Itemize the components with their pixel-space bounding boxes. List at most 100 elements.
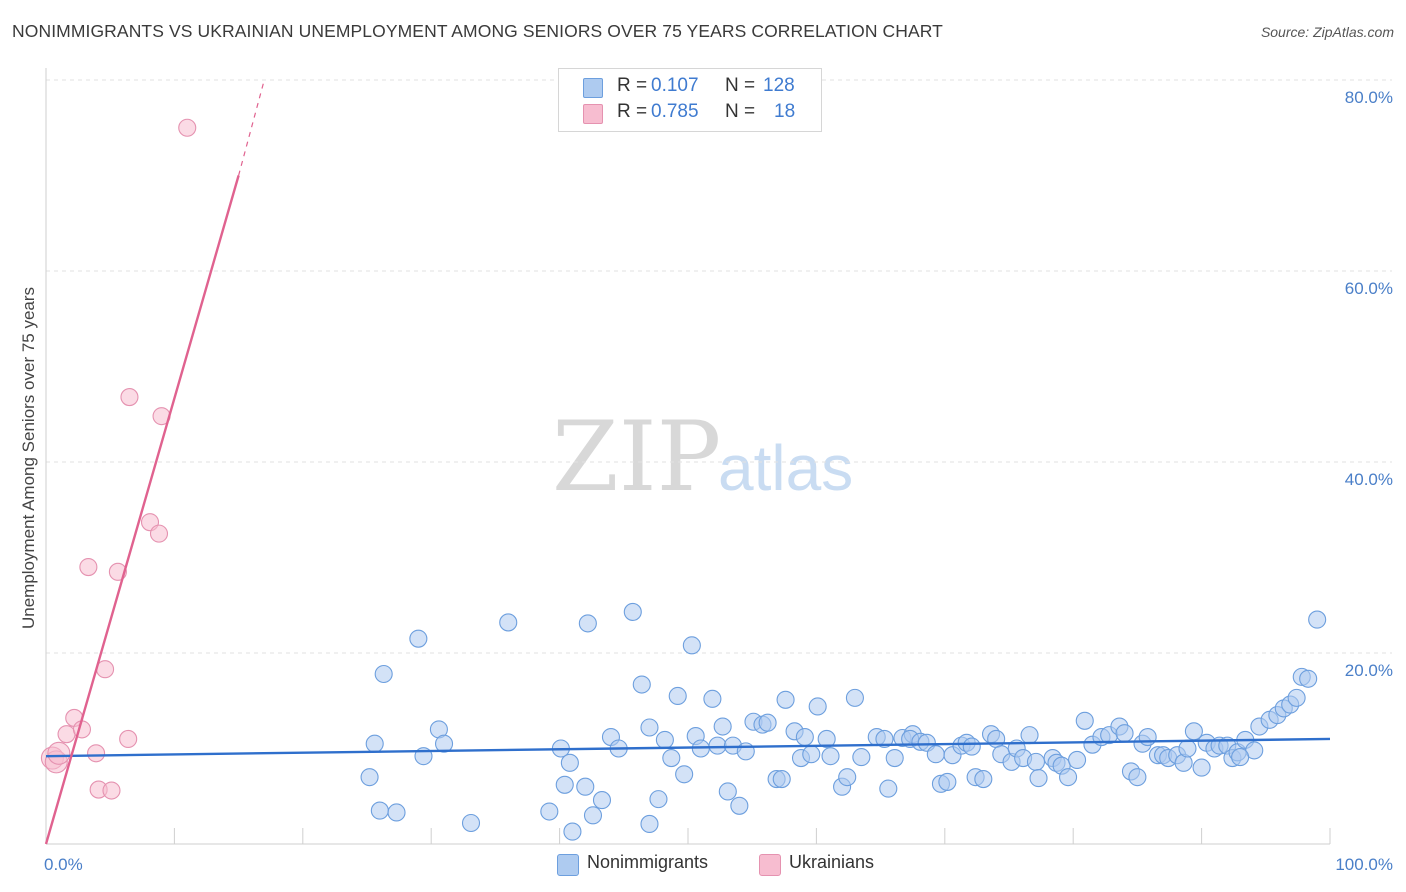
source-label: Source: ZipAtlas.com [1260, 24, 1394, 40]
data-point-nonimmigrants [682, 636, 701, 655]
legend-swatch-ukrainians [583, 104, 603, 124]
data-point-nonimmigrants [1138, 727, 1157, 747]
bottom-legend-label: Nonimmigrants [587, 852, 709, 872]
data-point-nonimmigrants [974, 770, 993, 789]
legend-r-value: 0.107 [651, 75, 699, 96]
data-point-nonimmigrants [555, 775, 574, 794]
trend-line-ukrainians [44, 175, 240, 845]
data-point-nonimmigrants [623, 602, 642, 621]
data-point-nonimmigrants [821, 747, 840, 766]
chart-title: NONIMMIGRANTS VS UKRAINIAN UNEMPLOYMENT … [12, 21, 943, 41]
bottom-legend-swatch-ukrainians [759, 854, 781, 876]
data-point-nonimmigrants [640, 718, 659, 737]
data-point-nonimmigrants [583, 806, 603, 825]
y-axis-label: Unemployment Among Seniors over 75 years [19, 287, 38, 629]
data-point-nonimmigrants [718, 782, 737, 801]
watermark-zip: ZIP [552, 401, 721, 513]
data-point-nonimmigrants [461, 813, 481, 833]
x-tick-label: 100.0% [1335, 855, 1393, 874]
data-point-ukrainians [149, 524, 169, 543]
data-point-nonimmigrants [879, 779, 898, 798]
data-point-ukrainians [87, 744, 106, 763]
data-point-nonimmigrants [387, 803, 406, 822]
y-tick-label: 20.0% [1345, 661, 1393, 680]
data-point-nonimmigrants [938, 772, 957, 791]
data-point-ukrainians [102, 781, 121, 800]
data-point-nonimmigrants [1115, 724, 1134, 743]
data-point-nonimmigrants [1308, 610, 1327, 629]
data-point-nonimmigrants [640, 814, 659, 833]
y-tick-label: 60.0% [1345, 279, 1393, 298]
data-point-ukrainians [178, 118, 197, 137]
data-point-nonimmigrants [370, 801, 389, 820]
data-point-nonimmigrants [708, 736, 727, 755]
data-point-nonimmigrants [632, 675, 651, 694]
data-point-nonimmigrants [434, 734, 454, 753]
data-point-nonimmigrants [703, 689, 722, 708]
x-tick-label: 0.0% [44, 855, 83, 874]
y-tick-label: 80.0% [1345, 88, 1393, 107]
data-point-nonimmigrants [1178, 739, 1197, 758]
data-point-nonimmigrants [655, 730, 674, 749]
data-point-nonimmigrants [560, 753, 579, 772]
data-point-ukrainians [47, 741, 71, 765]
bottom-legend-swatch-nonimmigrants [557, 854, 579, 876]
legend-r-value: 0.785 [651, 101, 699, 122]
legend-n-label: N = [725, 75, 756, 96]
legend-n-value: 18 [774, 101, 796, 122]
series-ukrainians [40, 118, 197, 800]
data-point-nonimmigrants [409, 629, 428, 648]
data-point-nonimmigrants [576, 777, 595, 796]
data-point-ukrainians [57, 725, 76, 744]
data-point-nonimmigrants [1128, 768, 1147, 787]
data-point-nonimmigrants [817, 729, 836, 749]
data-point-ukrainians [120, 388, 139, 407]
data-point-nonimmigrants [1299, 669, 1318, 688]
data-point-nonimmigrants [795, 727, 814, 747]
data-point-nonimmigrants [845, 688, 864, 707]
data-point-nonimmigrants [772, 770, 791, 789]
axes [45, 68, 1331, 845]
data-point-nonimmigrants [838, 768, 857, 787]
data-point-nonimmigrants [668, 686, 687, 706]
legend-r-label: R = [617, 75, 648, 96]
data-point-nonimmigrants [1020, 726, 1039, 745]
data-point-nonimmigrants [649, 790, 668, 809]
trend-line-nonimmigrants [45, 737, 1331, 758]
legend-r-label: R = [617, 101, 648, 122]
data-point-nonimmigrants [713, 717, 732, 736]
data-point-nonimmigrants [662, 748, 681, 768]
data-point-nonimmigrants [1059, 768, 1078, 787]
data-point-nonimmigrants [1192, 758, 1211, 777]
data-point-nonimmigrants [540, 802, 559, 821]
data-point-nonimmigrants [730, 796, 749, 815]
data-point-nonimmigrants [776, 690, 795, 709]
legend-n-label: N = [725, 101, 756, 122]
data-point-nonimmigrants [365, 734, 384, 753]
data-point-nonimmigrants [802, 745, 821, 764]
data-point-nonimmigrants [1075, 711, 1094, 730]
watermark-atlas: atlas [718, 432, 853, 504]
data-point-nonimmigrants [1029, 769, 1048, 788]
data-point-nonimmigrants [592, 791, 612, 810]
data-point-nonimmigrants [1287, 688, 1306, 707]
bottom-legend-label: Ukrainians [789, 852, 875, 872]
trend-line-ukrainians-extension [238, 79, 265, 176]
data-point-nonimmigrants [885, 748, 904, 768]
correlation-legend: R = 0.107 N = 128 R = 0.785 N = 18 [558, 68, 822, 132]
data-point-nonimmigrants [987, 729, 1006, 749]
y-tick-label: 40.0% [1345, 470, 1393, 489]
tick-labels: 20.0% 40.0% 60.0% 80.0% 0.0% 100.0% [44, 88, 1393, 874]
trend-lines [44, 79, 1331, 845]
legend-swatch-nonimmigrants [583, 78, 603, 98]
data-point-nonimmigrants [1231, 748, 1250, 767]
data-point-nonimmigrants [360, 768, 379, 787]
watermark: ZIP atlas [552, 401, 853, 513]
series-nonimmigrants [360, 602, 1327, 841]
data-point-nonimmigrants [758, 713, 777, 732]
data-point-ukrainians [119, 729, 138, 749]
data-point-nonimmigrants [926, 745, 945, 764]
data-point-nonimmigrants [1026, 752, 1046, 771]
data-point-nonimmigrants [374, 664, 393, 684]
data-point-nonimmigrants [499, 613, 518, 632]
